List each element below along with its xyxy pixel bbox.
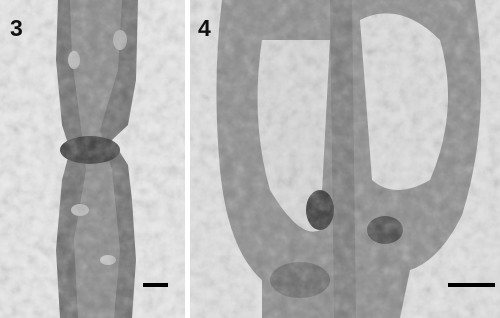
scale-bar [143, 283, 168, 287]
texture [0, 0, 185, 318]
panel-4-image [190, 0, 500, 318]
scale-bar [448, 283, 495, 287]
texture [190, 0, 500, 318]
panel-label: 4 [198, 15, 211, 41]
panel-label: 3 [10, 15, 23, 41]
panel-3-image [0, 0, 185, 318]
